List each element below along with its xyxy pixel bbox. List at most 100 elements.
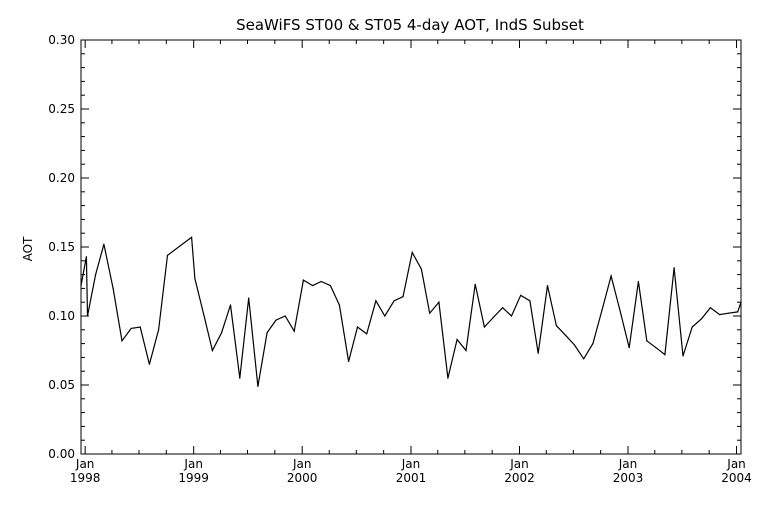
x-tick-year: 2000 bbox=[287, 471, 318, 485]
data-point bbox=[211, 349, 213, 352]
y-tick-label: 0.15 bbox=[48, 240, 75, 254]
data-point bbox=[293, 330, 295, 332]
data-point bbox=[221, 332, 223, 334]
data-point bbox=[601, 309, 603, 312]
data-point bbox=[537, 352, 539, 354]
y-tick-label: 0.10 bbox=[48, 309, 75, 323]
y-tick-label: 0.00 bbox=[48, 447, 75, 461]
data-point bbox=[691, 326, 693, 328]
data-point bbox=[429, 312, 431, 314]
data-point bbox=[85, 256, 87, 258]
data-point bbox=[592, 343, 594, 345]
data-point bbox=[719, 314, 721, 316]
data-point bbox=[456, 338, 458, 341]
data-point bbox=[166, 254, 169, 256]
y-axis-label: AOT bbox=[21, 236, 35, 261]
data-point bbox=[356, 326, 359, 328]
data-point bbox=[673, 267, 675, 269]
x-tick-year: 2004 bbox=[721, 471, 752, 485]
x-tick-year: 2003 bbox=[613, 471, 644, 485]
data-point bbox=[112, 287, 114, 289]
data-point bbox=[95, 274, 97, 276]
data-point bbox=[266, 332, 268, 334]
data-point bbox=[366, 333, 368, 335]
data-point bbox=[158, 329, 160, 331]
y-tick-label: 0.25 bbox=[48, 102, 75, 116]
chart-title: SeaWiFS ST00 & ST05 4-day AOT, IndS Subs… bbox=[236, 16, 584, 34]
data-point bbox=[393, 300, 395, 302]
data-point bbox=[302, 279, 304, 281]
data-point bbox=[637, 280, 640, 283]
data-point bbox=[375, 300, 377, 302]
x-tick-month: Jan bbox=[401, 457, 421, 471]
data-point bbox=[402, 296, 404, 298]
data-point bbox=[194, 278, 196, 280]
y-tick-label: 0.30 bbox=[48, 33, 75, 47]
data-point bbox=[573, 344, 576, 346]
data-point bbox=[483, 326, 485, 328]
data-point bbox=[555, 325, 558, 327]
plot-frame bbox=[80, 39, 742, 455]
x-tick-month: Jan bbox=[292, 457, 312, 471]
x-tick-month: Jan bbox=[509, 457, 529, 471]
data-point bbox=[103, 243, 105, 245]
data-point bbox=[546, 285, 549, 287]
data-point bbox=[474, 283, 476, 285]
data-point bbox=[438, 301, 440, 303]
data-point bbox=[86, 315, 89, 317]
data-point bbox=[737, 311, 739, 313]
data-point bbox=[121, 340, 123, 342]
data-point bbox=[239, 377, 241, 379]
data-point bbox=[583, 358, 585, 360]
y-axis: 0.00 0.05 0.10 0.15 0.20 0.25 0.30 bbox=[48, 33, 741, 461]
x-axis: Jan1998Jan1999Jan2000Jan2001Jan2002Jan20… bbox=[70, 40, 752, 485]
data-point bbox=[682, 355, 684, 357]
x-tick-month: Jan bbox=[183, 457, 203, 471]
x-tick-year: 2001 bbox=[396, 471, 427, 485]
data-point bbox=[709, 307, 712, 309]
data-point bbox=[664, 354, 666, 356]
data-point bbox=[610, 275, 612, 277]
y-tick-label: 0.20 bbox=[48, 171, 75, 185]
y-tick-label: 0.05 bbox=[48, 378, 75, 392]
data-point bbox=[565, 334, 567, 336]
data-point bbox=[148, 363, 150, 365]
data-point bbox=[465, 349, 467, 352]
data-point bbox=[320, 280, 322, 283]
data-point bbox=[139, 326, 141, 328]
data-point bbox=[447, 377, 449, 379]
x-tick-month: Jan bbox=[618, 457, 638, 471]
data-point bbox=[348, 360, 350, 363]
data-point bbox=[338, 304, 340, 306]
data-point bbox=[203, 315, 205, 317]
data-point bbox=[619, 309, 621, 312]
x-tick-month: Jan bbox=[726, 457, 746, 471]
data-point bbox=[275, 319, 277, 321]
data-point bbox=[492, 316, 494, 318]
data-point bbox=[646, 340, 648, 342]
data-point bbox=[80, 285, 82, 287]
data-point bbox=[284, 315, 286, 317]
data-point bbox=[257, 385, 259, 387]
data-point bbox=[740, 301, 742, 303]
x-tick-year: 1998 bbox=[70, 471, 101, 485]
data-point bbox=[628, 347, 630, 349]
data-point bbox=[520, 294, 522, 296]
data-point bbox=[191, 236, 193, 238]
data-point bbox=[727, 312, 730, 314]
data-point bbox=[384, 315, 386, 317]
data-point bbox=[411, 251, 413, 254]
data-point bbox=[700, 318, 703, 320]
data-point bbox=[229, 304, 232, 306]
data-point bbox=[130, 327, 132, 329]
data-point bbox=[510, 315, 513, 317]
data-point bbox=[420, 268, 422, 270]
x-tick-year: 1999 bbox=[178, 471, 209, 485]
series-layer bbox=[80, 236, 742, 387]
data-point bbox=[312, 285, 314, 287]
data-point bbox=[655, 347, 657, 349]
data-point bbox=[329, 285, 331, 287]
data-point bbox=[502, 307, 504, 309]
x-tick-month: Jan bbox=[75, 457, 95, 471]
